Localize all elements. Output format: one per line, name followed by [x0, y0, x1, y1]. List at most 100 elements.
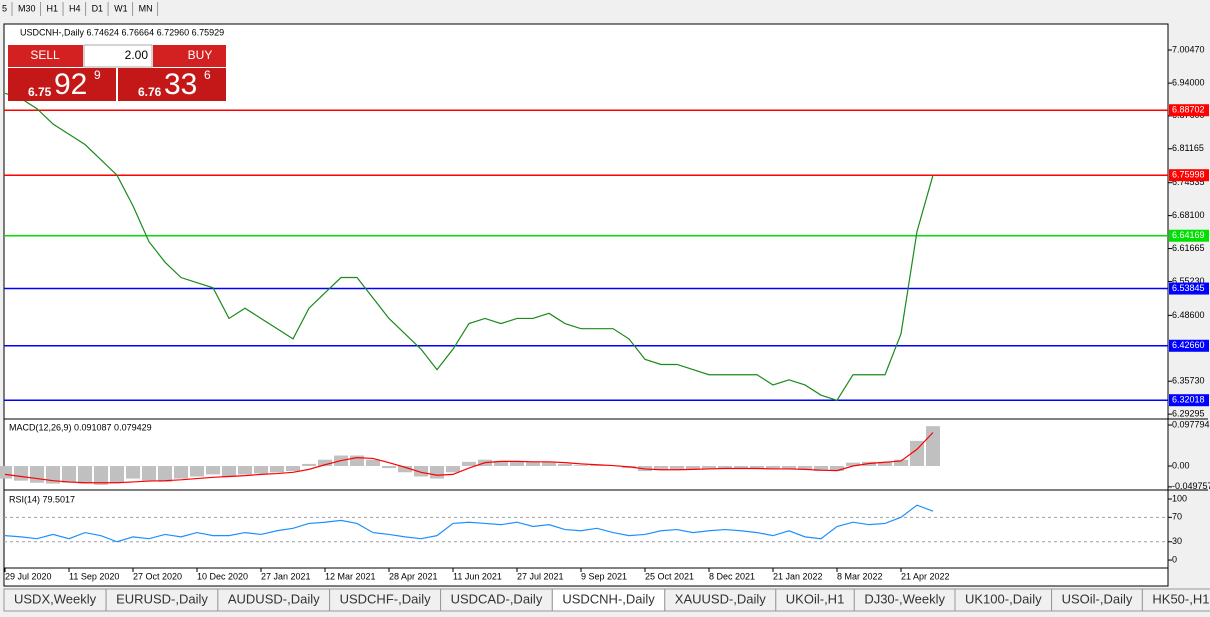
histogram-bar	[654, 466, 668, 471]
histogram-bar	[382, 466, 396, 469]
sell-label[interactable]: SELL	[30, 48, 60, 62]
tab-label[interactable]: USDCAD-,Daily	[451, 591, 543, 606]
y-tick-label: 100	[1172, 493, 1187, 503]
bid-box[interactable]	[8, 68, 116, 101]
sell-button[interactable]	[8, 45, 83, 67]
histogram-bar	[542, 461, 556, 467]
ask-box[interactable]	[118, 68, 226, 101]
histogram-bar	[222, 466, 236, 477]
ask-pips: 33	[164, 68, 197, 101]
histogram-bar	[398, 466, 412, 473]
lot-value[interactable]: 2.00	[125, 48, 149, 62]
histogram-bar	[574, 465, 588, 467]
chart-area	[3, 23, 1169, 587]
tab-label[interactable]: USDCNH-,Daily	[562, 591, 655, 606]
signal-line	[4, 432, 934, 484]
histogram-bar	[254, 466, 268, 474]
level-tag-label: 6.75998	[1172, 170, 1205, 180]
histogram-bar	[46, 466, 60, 484]
tab-label[interactable]: AUDUSD-,Daily	[228, 591, 320, 606]
histogram-bar	[734, 466, 748, 469]
histogram-bar	[430, 466, 444, 479]
tab-label[interactable]: EURUSD-,Daily	[116, 591, 208, 606]
y-tick-label: 0	[1172, 554, 1177, 564]
tab-label[interactable]: USDX,Weekly	[14, 591, 97, 606]
histogram-bar	[798, 466, 812, 470]
histogram-bar	[366, 459, 380, 467]
histogram-bar	[174, 466, 188, 479]
x-tick-label: 10 Dec 2020	[197, 571, 248, 581]
histogram-bar	[750, 466, 764, 469]
histogram-bar	[702, 466, 716, 469]
panel-title: USDCNH-,Daily 6.74624 6.76664 6.72960 6.…	[20, 27, 224, 37]
y-tick-label: 6.55230	[1172, 276, 1205, 286]
tab-label[interactable]: UKOil-,H1	[786, 591, 845, 606]
tab-label[interactable]: UK100-,Daily	[965, 591, 1042, 606]
price-line	[4, 92, 934, 402]
histogram-bar	[302, 463, 316, 467]
timeframe-button[interactable]: H4	[69, 3, 81, 13]
timeframe-button[interactable]: D1	[92, 3, 104, 13]
x-tick-label: 21 Jan 2022	[773, 571, 823, 581]
tab[interactable]	[1141, 588, 1210, 612]
tab-label[interactable]: XAUUSD-,Daily	[675, 591, 767, 606]
bid-big: 6.75	[28, 85, 52, 99]
tab-label[interactable]: DJ30-,Weekly	[864, 591, 945, 606]
x-tick-label: 29 Jul 2020	[5, 571, 52, 581]
buy-button[interactable]	[153, 45, 226, 67]
tab-label[interactable]: HK50-,H1	[1152, 591, 1209, 606]
buy-label[interactable]: BUY	[188, 48, 213, 62]
histogram-bar	[686, 466, 700, 470]
ask-big: 6.76	[138, 85, 162, 99]
x-tick-label: 27 Jul 2021	[517, 571, 564, 581]
histogram-bar	[94, 466, 108, 485]
tab-label[interactable]: USDCHF-,Daily	[340, 591, 432, 606]
x-tick-label: 9 Sep 2021	[581, 571, 627, 581]
x-tick-label: 11 Jun 2021	[453, 571, 502, 581]
histogram-bar	[910, 440, 924, 467]
histogram-bar	[782, 466, 796, 469]
y-tick-label: 70	[1172, 512, 1182, 522]
y-tick-label: 6.35730	[1172, 376, 1205, 386]
price-line	[4, 504, 934, 543]
histogram-bar	[878, 461, 892, 467]
timeframe-button[interactable]: M30	[18, 3, 36, 13]
timeframe-button[interactable]: MN	[139, 3, 153, 13]
y-tick-label: 6.81165	[1172, 143, 1204, 153]
x-tick-label: 8 Dec 2021	[709, 571, 755, 581]
x-tick-label: 27 Jan 2021	[261, 571, 311, 581]
timeframe-button[interactable]: 5	[2, 3, 7, 13]
timeframe-button[interactable]: H1	[47, 3, 59, 13]
level-tag	[1169, 169, 1209, 182]
timeframe-button[interactable]: W1	[114, 3, 128, 13]
lot-input[interactable]	[83, 44, 153, 68]
y-tick-label: 6.68100	[1172, 210, 1205, 220]
level-tag-label: 6.32018	[1172, 395, 1205, 405]
panel-title: MACD(12,26,9) 0.091087 0.079429	[9, 422, 152, 432]
histogram-bar	[846, 462, 860, 467]
x-tick-label: 21 Apr 2022	[901, 571, 950, 581]
histogram-bar	[318, 459, 332, 467]
tab-label[interactable]: USOil-,Daily	[1062, 591, 1133, 606]
histogram-bar	[814, 466, 828, 472]
histogram-bar	[446, 466, 460, 473]
x-tick-label: 12 Mar 2021	[325, 571, 376, 581]
histogram-bar	[766, 466, 780, 470]
histogram-bar	[30, 466, 44, 483]
bid-frac: 9	[94, 68, 101, 82]
histogram-bar	[414, 466, 428, 477]
histogram-bar	[286, 466, 300, 472]
histogram-bar	[894, 459, 908, 467]
level-tag	[1169, 229, 1209, 242]
toolbar	[0, 0, 1210, 18]
y-tick-label: 6.61665	[1172, 243, 1205, 253]
y-tick-label: 0.097794	[1172, 419, 1210, 429]
histogram-bar	[526, 461, 540, 467]
histogram-bar	[206, 466, 220, 475]
y-tick-label: 30	[1172, 536, 1182, 546]
y-tick-label: 0.00	[1172, 460, 1190, 470]
histogram-bar	[238, 466, 252, 475]
histogram-bar	[926, 426, 940, 467]
